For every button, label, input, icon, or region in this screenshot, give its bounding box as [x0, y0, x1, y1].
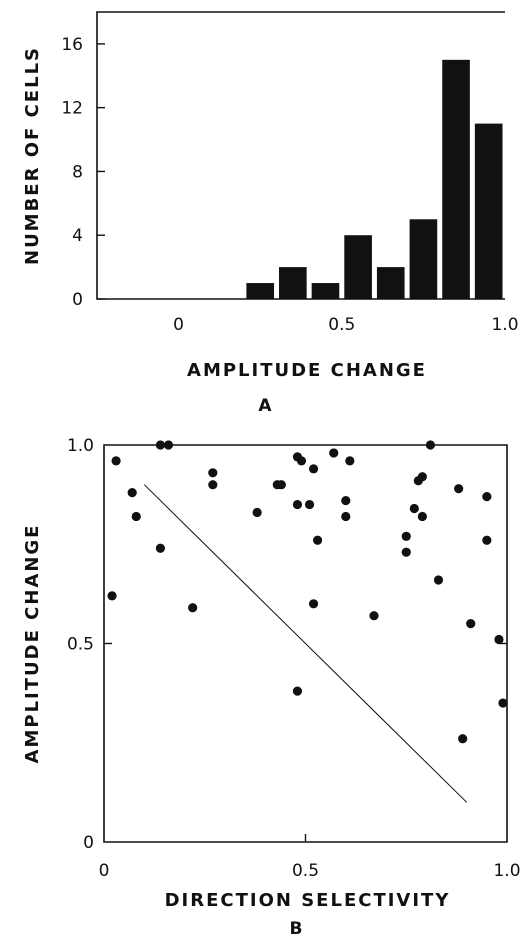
x-tick-label: 1.0	[493, 861, 520, 881]
scatter-point	[494, 634, 504, 645]
histogram-bar	[279, 267, 307, 299]
histogram-bar	[474, 123, 503, 299]
scatter-point	[131, 511, 141, 522]
scatter-point	[433, 575, 444, 585]
scatter-point	[369, 611, 379, 621]
panel-a-x-axis-title: AMPLITUDE CHANGE	[187, 360, 427, 381]
x-tick-label: 0.5	[328, 315, 355, 335]
histogram-bar	[311, 283, 340, 299]
panel-b-ticks: 0 0.5 1.0 0 0.5 1.0	[67, 436, 521, 881]
scatter-point	[345, 456, 355, 466]
scatter-point	[252, 507, 262, 518]
scatter-point	[312, 535, 323, 545]
panel-b-scatter: 0 0.5 1.0 0 0.5 1.0 DIRECTION SELECTIVITY AMP…	[22, 436, 521, 939]
scatter-point	[208, 480, 218, 490]
scatter-point	[341, 495, 351, 506]
panel-a-y-axis-title: NUMBER OF CELLS	[22, 46, 43, 265]
scatter-point	[417, 511, 427, 522]
scatter-point	[208, 468, 218, 478]
scatter-point	[466, 619, 476, 629]
scatter-point	[155, 543, 166, 553]
scatter-point	[107, 591, 117, 601]
scatter-point	[292, 686, 303, 696]
scatter-point	[188, 603, 198, 613]
histogram-bars	[246, 59, 503, 300]
scatter-point	[163, 440, 174, 450]
histogram-bar	[376, 267, 405, 299]
scatter-point	[409, 503, 419, 514]
scatter-point	[498, 698, 508, 708]
y-tick-label: 0	[83, 833, 94, 853]
histogram-bar	[344, 235, 372, 299]
scatter-point	[155, 440, 166, 450]
y-tick-label: 0	[72, 290, 83, 310]
y-tick-label: 0.5	[67, 635, 94, 655]
y-tick-label: 8	[72, 162, 83, 182]
panel-b-y-axis-title: AMPLITUDE CHANGE	[22, 524, 43, 764]
panel-a-histogram: 0 4 8 12 16 0 0.5 1.0 AMPLITUDE CHANGE NUMBER O…	[22, 11, 519, 416]
scatter-point	[308, 464, 319, 474]
y-tick-label: 12	[61, 99, 83, 119]
scatter-point	[292, 499, 303, 510]
scatter-point	[276, 480, 286, 490]
panel-b-label: B	[290, 919, 303, 939]
histogram-bar	[442, 59, 470, 300]
panel-b-frame	[103, 444, 508, 843]
x-tick-label: 0	[173, 315, 184, 335]
histogram-bar	[246, 283, 275, 299]
scatter-point	[329, 448, 339, 458]
scatter-point	[308, 599, 319, 609]
x-tick-label: 0	[99, 861, 110, 881]
scatter-point	[482, 492, 492, 502]
histogram-bar	[409, 219, 438, 299]
diagonal-line	[143, 484, 468, 803]
scatter-points	[107, 440, 508, 744]
scatter-point	[417, 472, 427, 482]
panel-a-frame	[96, 11, 505, 300]
scatter-point	[482, 535, 492, 545]
scatter-point	[111, 456, 121, 466]
panel-b-x-axis-title: DIRECTION SELECTIVITY	[165, 890, 451, 911]
scatter-point	[296, 456, 307, 466]
y-tick-label: 4	[72, 226, 83, 246]
y-tick-label: 16	[61, 35, 83, 55]
scatter-point	[401, 547, 411, 557]
scatter-point	[341, 511, 351, 522]
scatter-point	[458, 734, 468, 744]
x-tick-label: 1.0	[491, 315, 518, 335]
y-tick-label: 1.0	[67, 436, 94, 456]
scatter-point	[304, 499, 315, 510]
scatter-point	[454, 484, 464, 494]
scatter-point	[127, 488, 137, 498]
panel-a-ticks: 0 4 8 12 16 0 0.5 1.0	[61, 35, 518, 335]
x-tick-label: 0.5	[292, 861, 319, 881]
panel-a-label: A	[258, 396, 272, 416]
scatter-point	[401, 531, 411, 541]
scatter-point	[425, 440, 436, 450]
